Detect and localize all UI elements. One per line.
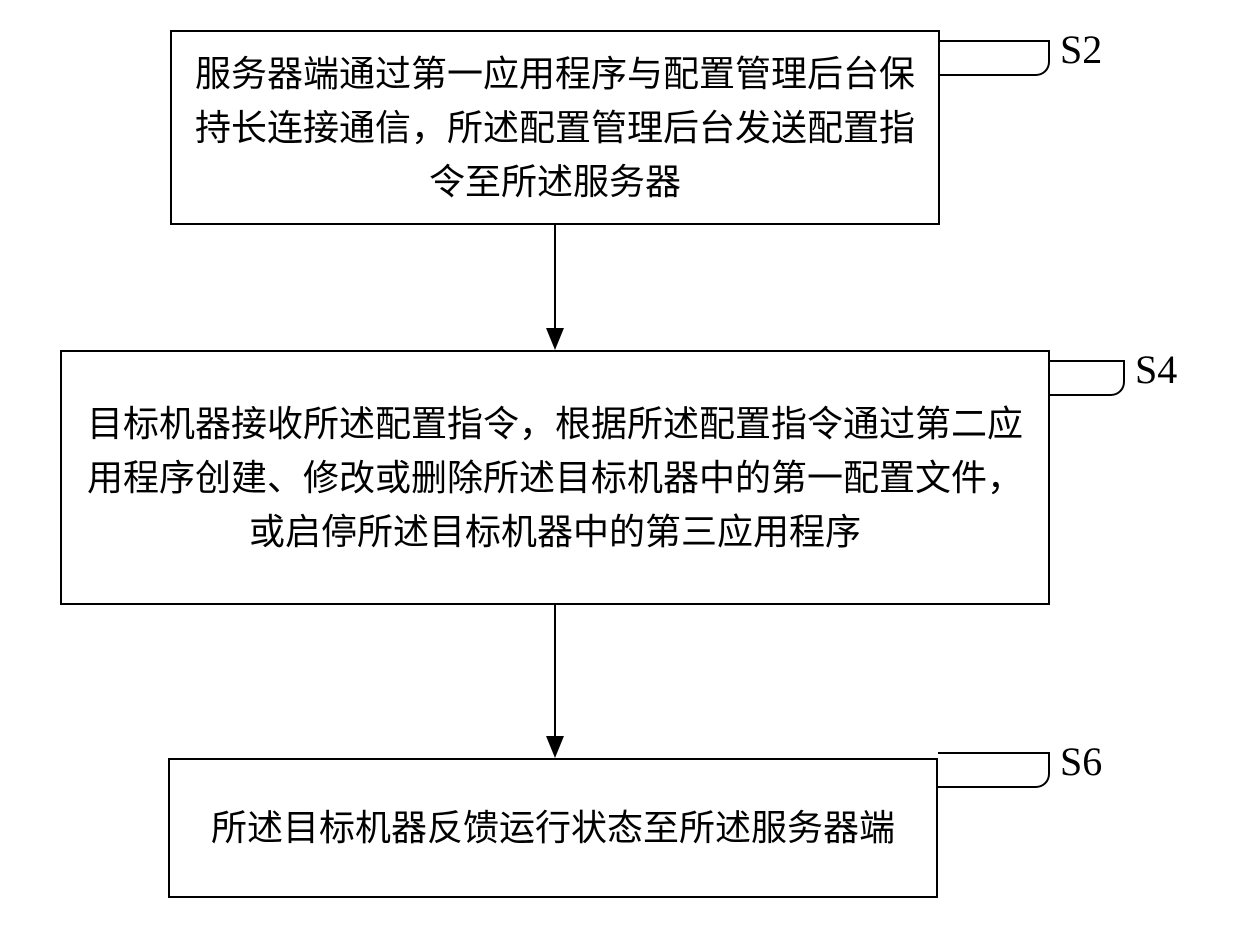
flow-label-s2: S2 (1060, 26, 1102, 73)
bracket-s2 (940, 40, 1050, 76)
flow-arrow-s4-s6 (546, 605, 564, 758)
flow-label-s6: S6 (1060, 738, 1102, 785)
flow-node-s2: 服务器端通过第一应用程序与配置管理后台保持长连接通信，所述配置管理后台发送配置指… (170, 30, 940, 225)
flow-label-s4: S4 (1135, 346, 1177, 393)
flowchart-canvas: 服务器端通过第一应用程序与配置管理后台保持长连接通信，所述配置管理后台发送配置指… (0, 0, 1240, 944)
flow-arrow-s2-s4 (546, 225, 564, 350)
flow-node-s4: 目标机器接收所述配置指令，根据所述配置指令通过第二应用程序创建、修改或删除所述目… (60, 350, 1050, 605)
bracket-s6 (938, 752, 1050, 788)
bracket-s4 (1050, 360, 1125, 396)
flow-node-s6: 所述目标机器反馈运行状态至所述服务器端 (168, 758, 938, 898)
flow-node-s2-text: 服务器端通过第一应用程序与配置管理后台保持长连接通信，所述配置管理后台发送配置指… (190, 47, 920, 209)
flow-node-s6-text: 所述目标机器反馈运行状态至所述服务器端 (211, 801, 895, 855)
flow-node-s4-text: 目标机器接收所述配置指令，根据所述配置指令通过第二应用程序创建、修改或删除所述目… (80, 397, 1030, 559)
